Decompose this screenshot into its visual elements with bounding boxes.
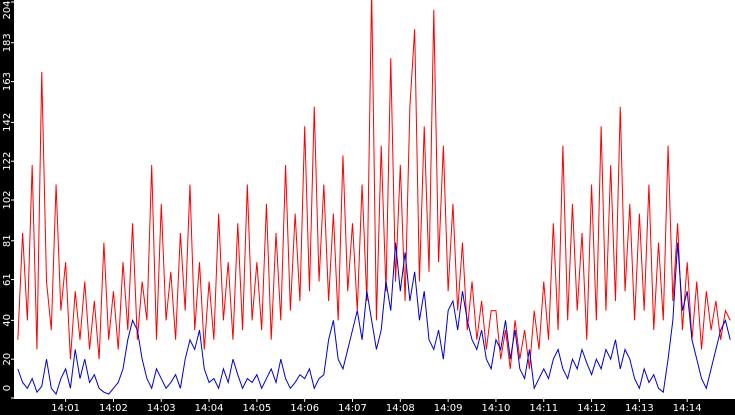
x-tick-label: 14:05 (242, 403, 271, 414)
x-tick-label: 14:13 (625, 403, 654, 414)
x-tick-label: 14:03 (147, 403, 176, 414)
x-tick-label: 14:09 (434, 403, 463, 414)
x-tick-label: 14:10 (482, 403, 511, 414)
x-tick-label: 14:07 (338, 403, 367, 414)
x-tick-label: 14:04 (195, 403, 224, 414)
y-axis-strip (0, 0, 14, 415)
x-tick-label: 14:01 (51, 403, 80, 414)
y-tick-label: 102 (2, 190, 13, 209)
x-tick-label: 14:14 (673, 403, 702, 414)
x-axis-strip (0, 399, 735, 415)
series-line (17, 0, 731, 369)
y-tick-label: 183 (2, 33, 13, 52)
x-tick-label: 14:12 (577, 403, 606, 414)
y-tick-label: 142 (2, 113, 13, 132)
y-tick-label: 122 (2, 152, 13, 171)
y-tick-label: 0 (2, 385, 13, 391)
y-tick-label: 204 (2, 0, 13, 19)
x-tick-label: 14:11 (529, 403, 558, 414)
y-tick-label: 40 (2, 314, 13, 327)
x-tick-label: 14:06 (290, 403, 319, 414)
series-line (17, 242, 731, 396)
x-tick-label: 14:02 (99, 403, 128, 414)
y-tick-label: 61 (2, 273, 13, 286)
y-tick-label: 81 (2, 234, 13, 247)
x-tick-label: 14:08 (386, 403, 415, 414)
y-tick-label: 20 (2, 353, 13, 366)
y-tick-label: 163 (2, 72, 13, 91)
